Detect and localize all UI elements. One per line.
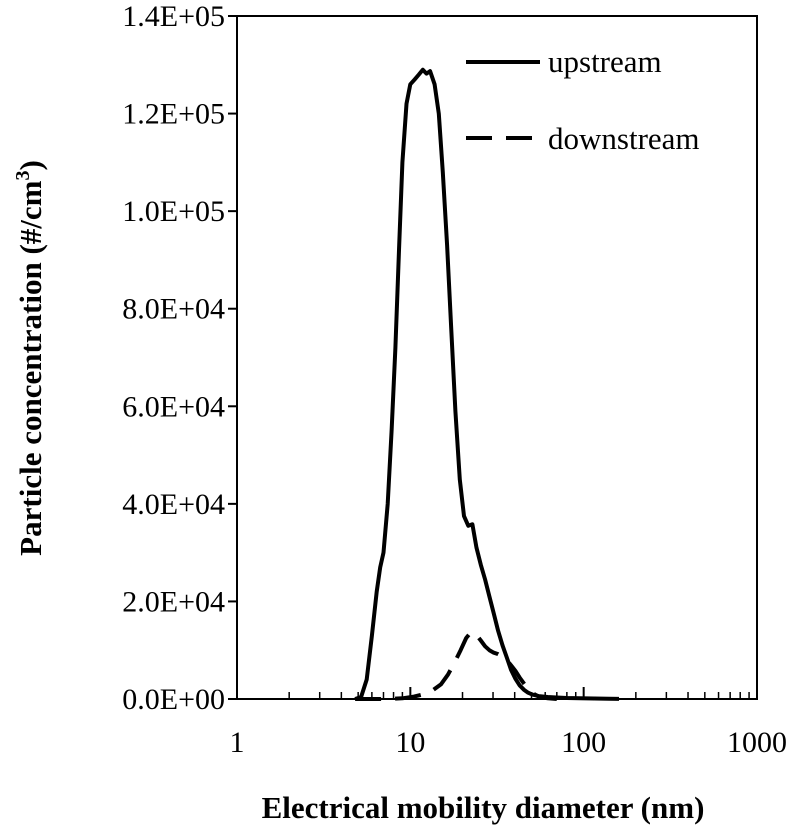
y-tick-label: 8.0E+04 [122,293,225,326]
y-tick-labels: 0.0E+00 2.0E+04 4.0E+04 6.0E+04 8.0E+04 1.0E+… [122,0,225,716]
plot-frame [236,15,758,700]
x-major-ticks [236,687,758,699]
y-tick-label: 0.0E+00 [122,683,225,716]
y-tick-label: 4.0E+04 [122,488,225,521]
y-tick-label: 1.0E+05 [122,195,225,228]
x-tick-label: 10 [395,726,425,759]
legend-label-downstream: downstream [548,121,700,156]
y-axis-title-main: Particle concentration (#/cm [13,180,48,555]
x-tick-label: 100 [561,726,606,759]
series-lines [354,67,620,701]
legend-label-upstream: upstream [548,44,662,79]
x-tick-label: 1 [230,726,245,759]
y-axis-title-suffix: ) [13,160,48,170]
y-tick-label: 6.0E+04 [122,390,225,423]
y-tick-label: 1.4E+05 [122,0,225,33]
series-line-downstream [355,629,557,701]
x-tick-label: 1000 [727,726,787,759]
y-tick-label: 1.2E+05 [122,98,225,131]
y-ticks [228,15,237,700]
series-line-upstream [354,67,620,701]
y-axis-title-superscript: 3 [12,171,34,181]
y-tick-label: 2.0E+04 [122,585,225,618]
x-tick-labels: 1 10 100 1000 [230,726,788,759]
x-axis-title: Electrical mobility diameter (nm) [262,790,705,825]
legend: upstream downstream [466,44,700,156]
y-axis-title: Particle concentration (#/cm3) [12,160,48,556]
